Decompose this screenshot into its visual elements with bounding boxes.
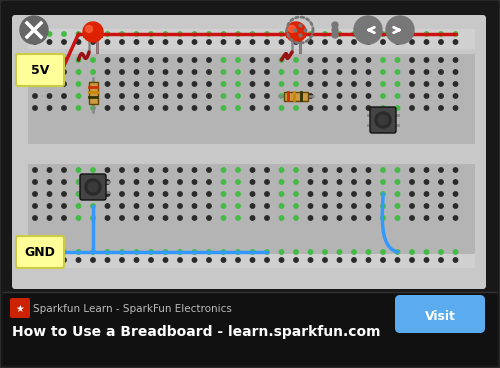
Circle shape: [250, 192, 254, 196]
Circle shape: [149, 58, 153, 62]
Circle shape: [294, 168, 298, 172]
Circle shape: [439, 204, 443, 208]
Circle shape: [366, 204, 370, 208]
Circle shape: [192, 58, 196, 62]
Circle shape: [286, 22, 306, 42]
Circle shape: [192, 106, 196, 110]
Circle shape: [250, 204, 254, 208]
Circle shape: [294, 180, 298, 184]
Circle shape: [410, 192, 414, 196]
Circle shape: [338, 192, 342, 196]
Bar: [28, 248, 475, 268]
Circle shape: [366, 82, 370, 86]
Circle shape: [62, 192, 66, 196]
Circle shape: [62, 58, 66, 62]
Circle shape: [323, 250, 327, 254]
Circle shape: [76, 106, 80, 110]
Circle shape: [192, 32, 196, 36]
Circle shape: [424, 82, 428, 86]
Circle shape: [410, 216, 414, 220]
Circle shape: [352, 82, 356, 86]
Circle shape: [33, 58, 37, 62]
Circle shape: [48, 58, 52, 62]
Circle shape: [424, 168, 428, 172]
Circle shape: [410, 58, 414, 62]
Circle shape: [149, 250, 153, 254]
Circle shape: [439, 70, 443, 74]
Circle shape: [192, 216, 196, 220]
Circle shape: [222, 40, 226, 44]
Circle shape: [352, 168, 356, 172]
Circle shape: [48, 250, 52, 254]
Circle shape: [378, 115, 388, 125]
Circle shape: [410, 82, 414, 86]
Circle shape: [308, 106, 312, 110]
Circle shape: [33, 70, 37, 74]
Circle shape: [396, 40, 400, 44]
Circle shape: [424, 106, 428, 110]
Circle shape: [91, 40, 95, 44]
Circle shape: [352, 70, 356, 74]
Circle shape: [294, 82, 298, 86]
Circle shape: [33, 168, 37, 172]
Circle shape: [250, 168, 254, 172]
Circle shape: [192, 82, 196, 86]
Circle shape: [366, 168, 370, 172]
Circle shape: [338, 58, 342, 62]
Circle shape: [106, 40, 110, 44]
Circle shape: [338, 32, 342, 36]
Circle shape: [236, 192, 240, 196]
Circle shape: [48, 258, 52, 262]
Circle shape: [338, 94, 342, 98]
Circle shape: [106, 82, 110, 86]
Circle shape: [207, 32, 211, 36]
Circle shape: [294, 258, 298, 262]
FancyBboxPatch shape: [395, 295, 485, 333]
Circle shape: [76, 250, 80, 254]
Circle shape: [222, 204, 226, 208]
Circle shape: [265, 192, 269, 196]
Circle shape: [381, 94, 385, 98]
Circle shape: [352, 58, 356, 62]
Circle shape: [33, 106, 37, 110]
Circle shape: [222, 168, 226, 172]
Circle shape: [120, 70, 124, 74]
Circle shape: [33, 216, 37, 220]
Circle shape: [207, 180, 211, 184]
Circle shape: [192, 94, 196, 98]
Circle shape: [76, 192, 80, 196]
Circle shape: [164, 106, 168, 110]
Circle shape: [222, 216, 226, 220]
Circle shape: [454, 32, 458, 36]
Circle shape: [381, 58, 385, 62]
Circle shape: [454, 106, 458, 110]
Circle shape: [207, 40, 211, 44]
Circle shape: [265, 58, 269, 62]
Circle shape: [250, 32, 254, 36]
Circle shape: [439, 94, 443, 98]
FancyBboxPatch shape: [12, 15, 486, 289]
Circle shape: [396, 58, 400, 62]
Circle shape: [76, 168, 80, 172]
Circle shape: [294, 106, 298, 110]
Circle shape: [33, 204, 37, 208]
Circle shape: [134, 192, 138, 196]
Circle shape: [410, 106, 414, 110]
Circle shape: [106, 106, 110, 110]
Circle shape: [381, 168, 385, 172]
Circle shape: [62, 180, 66, 184]
Circle shape: [352, 250, 356, 254]
Bar: [28, 54, 475, 144]
Circle shape: [33, 192, 37, 196]
Circle shape: [120, 82, 124, 86]
Circle shape: [91, 258, 95, 262]
Circle shape: [192, 192, 196, 196]
Circle shape: [192, 250, 196, 254]
Circle shape: [106, 192, 110, 196]
Circle shape: [250, 106, 254, 110]
Circle shape: [294, 216, 298, 220]
Circle shape: [424, 204, 428, 208]
Text: 5V: 5V: [31, 64, 49, 78]
Circle shape: [454, 40, 458, 44]
